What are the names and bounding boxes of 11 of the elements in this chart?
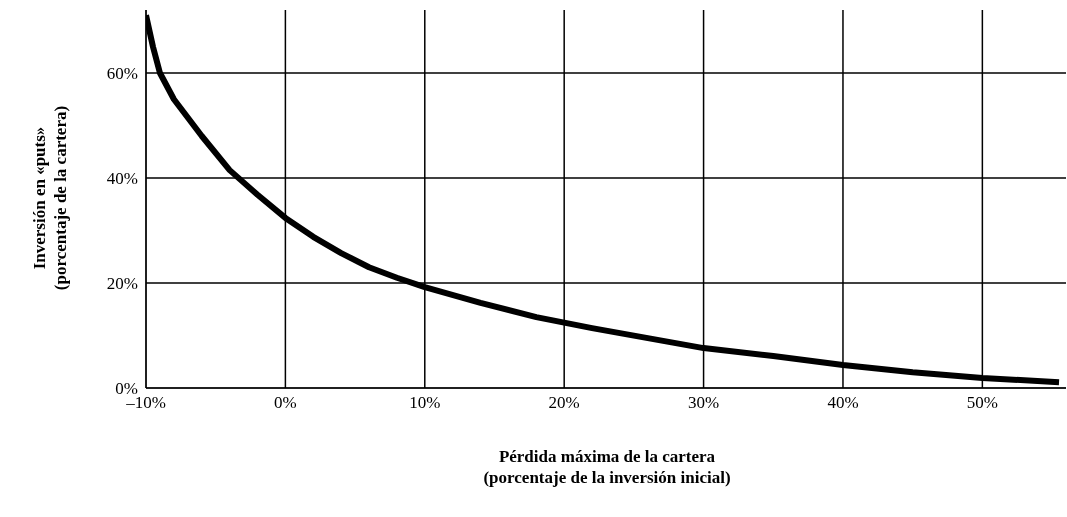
x-tick-label: 10%: [409, 393, 441, 413]
y-axis-title: Inversión en «puts» (porcentaje de la cartera): [29, 105, 71, 291]
x-tick-label: 20%: [548, 393, 580, 413]
y-tick-label: 40%: [106, 169, 138, 189]
y-tick-label: 20%: [106, 274, 138, 294]
x-axis-title: Pérdida máxima de la cartera (porcentaje de la inversión inicial): [482, 446, 732, 488]
x-tick-label: 50%: [966, 393, 998, 413]
x-tick-label: 0%: [274, 393, 297, 413]
x-tick-label: 30%: [687, 393, 720, 413]
x-tick-label: 40%: [827, 393, 859, 413]
y-tick-label: 60%: [106, 64, 138, 84]
